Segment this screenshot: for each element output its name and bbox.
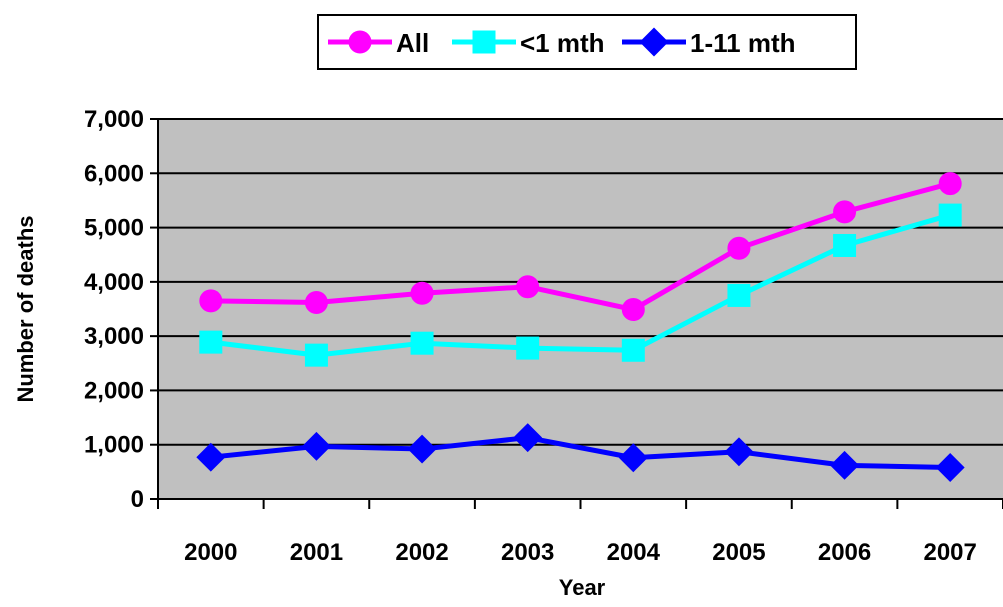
legend-box xyxy=(317,14,857,70)
plot-area xyxy=(158,119,1003,499)
data-point xyxy=(199,330,223,354)
data-point xyxy=(301,431,331,461)
y-tick-label: 7,000 xyxy=(84,106,144,133)
x-axis-title: Year xyxy=(559,575,606,600)
legend-item-all: All xyxy=(328,28,429,58)
data-point xyxy=(199,289,223,313)
series-1-11-mth xyxy=(196,423,965,482)
legend-marker xyxy=(348,30,372,54)
data-point xyxy=(830,450,860,480)
data-point xyxy=(407,434,437,464)
legend-label: <1 mth xyxy=(520,28,605,58)
data-point xyxy=(727,236,751,260)
x-tick-label: 2006 xyxy=(818,539,871,566)
y-axis-title: Number of deaths xyxy=(13,215,38,402)
gridlines xyxy=(158,118,1003,446)
legend-item-1-11-mth: 1-11 mth xyxy=(622,27,796,58)
y-tick-label: 1,000 xyxy=(84,432,144,459)
data-point xyxy=(410,331,434,355)
data-point xyxy=(833,200,857,224)
data-point xyxy=(938,203,962,227)
data-point xyxy=(938,172,962,196)
legend-label: All xyxy=(396,28,429,58)
y-tick-label: 2,000 xyxy=(84,377,144,404)
series-line xyxy=(210,212,951,358)
x-tick-label: 2001 xyxy=(290,539,343,566)
data-point xyxy=(935,453,965,482)
data-point xyxy=(621,338,645,362)
data-point xyxy=(516,336,540,360)
y-tick-label: 5,000 xyxy=(84,215,144,242)
x-tick-label: 2004 xyxy=(607,539,661,566)
series-1-mth xyxy=(199,203,962,367)
y-tick-label: 3,000 xyxy=(84,323,144,350)
data-point xyxy=(410,281,434,305)
legend-label: 1-11 mth xyxy=(690,28,796,58)
x-axis-ticks: 2000 2001 2002 2003 2004 2005 2006 2007 xyxy=(157,499,1003,566)
data-point xyxy=(513,423,543,453)
series-line xyxy=(210,181,951,313)
data-point xyxy=(618,443,648,473)
legend-marker xyxy=(472,30,496,54)
data-point xyxy=(304,290,328,314)
data-point xyxy=(727,283,751,307)
y-tick-label: 0 xyxy=(131,486,144,513)
y-tick-label: 6,000 xyxy=(84,160,144,187)
data-point xyxy=(516,275,540,299)
data-point xyxy=(621,298,645,322)
x-tick-label: 2005 xyxy=(712,539,765,566)
legend-marker xyxy=(639,27,669,57)
data-point xyxy=(196,442,226,472)
series-line xyxy=(210,435,951,471)
x-tick-label: 2002 xyxy=(395,539,448,566)
data-point xyxy=(304,343,328,367)
y-tick-label: 4,000 xyxy=(84,269,144,296)
y-axis-ticks: 0 1,000 2,000 3,000 4,000 5,000 6,000 7,000 xyxy=(84,106,158,513)
x-tick-label: 2007 xyxy=(923,539,976,566)
data-point xyxy=(724,437,754,467)
data-point xyxy=(833,233,857,257)
legend-item-1-mth: <1 mth xyxy=(452,28,605,58)
x-tick-label: 2003 xyxy=(501,539,554,566)
series-all xyxy=(199,172,962,322)
series-layer xyxy=(196,172,965,482)
x-tick-label: 2000 xyxy=(184,539,237,566)
legend: All <1 mth 1-11 mth xyxy=(317,14,857,70)
